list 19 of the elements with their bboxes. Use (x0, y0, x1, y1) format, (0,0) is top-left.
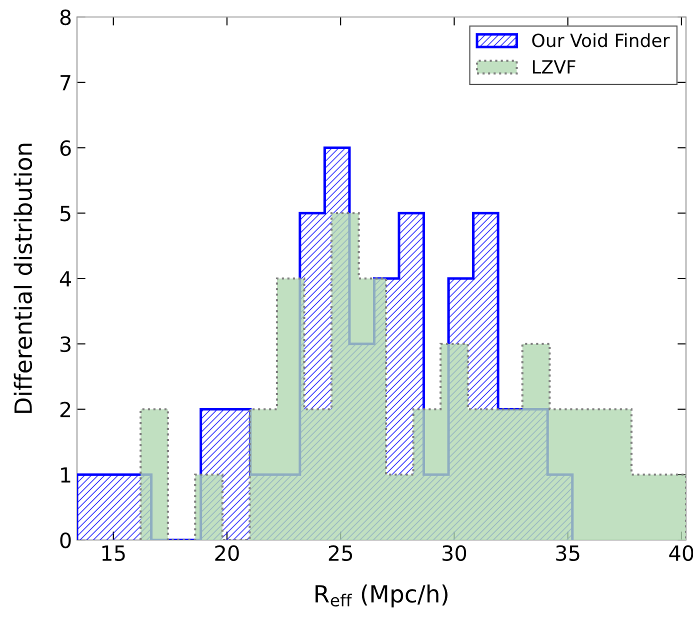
legend-label: LZVF (532, 60, 576, 74)
x-tick-label: 40 (669, 545, 693, 561)
y-tick-label: 5 (60, 206, 70, 222)
x-axis-title: R$_{eff}$ (Mpc/h) (316, 584, 448, 608)
x-tick-label: 15 (102, 546, 125, 561)
y-tick-label: 6 (60, 140, 71, 156)
y-tick-label: 7 (60, 75, 70, 90)
x-tick-label: 30 (442, 545, 466, 561)
y-axis-title: Differential distribution (14, 144, 32, 413)
y-tick-label: 0 (60, 532, 71, 548)
x-tick-label: 20 (215, 545, 239, 561)
x-tick-label: 25 (328, 545, 352, 561)
y-tick-label: 1 (61, 467, 70, 483)
y-tick-label: 2 (60, 402, 70, 418)
y-tick-label: 8 (60, 9, 71, 26)
y-tick-label: 4 (60, 271, 71, 286)
x-tick-label: 35 (556, 545, 580, 561)
legend-label: Our Void Finder (532, 33, 670, 48)
y-tick-label: 3 (60, 336, 70, 352)
